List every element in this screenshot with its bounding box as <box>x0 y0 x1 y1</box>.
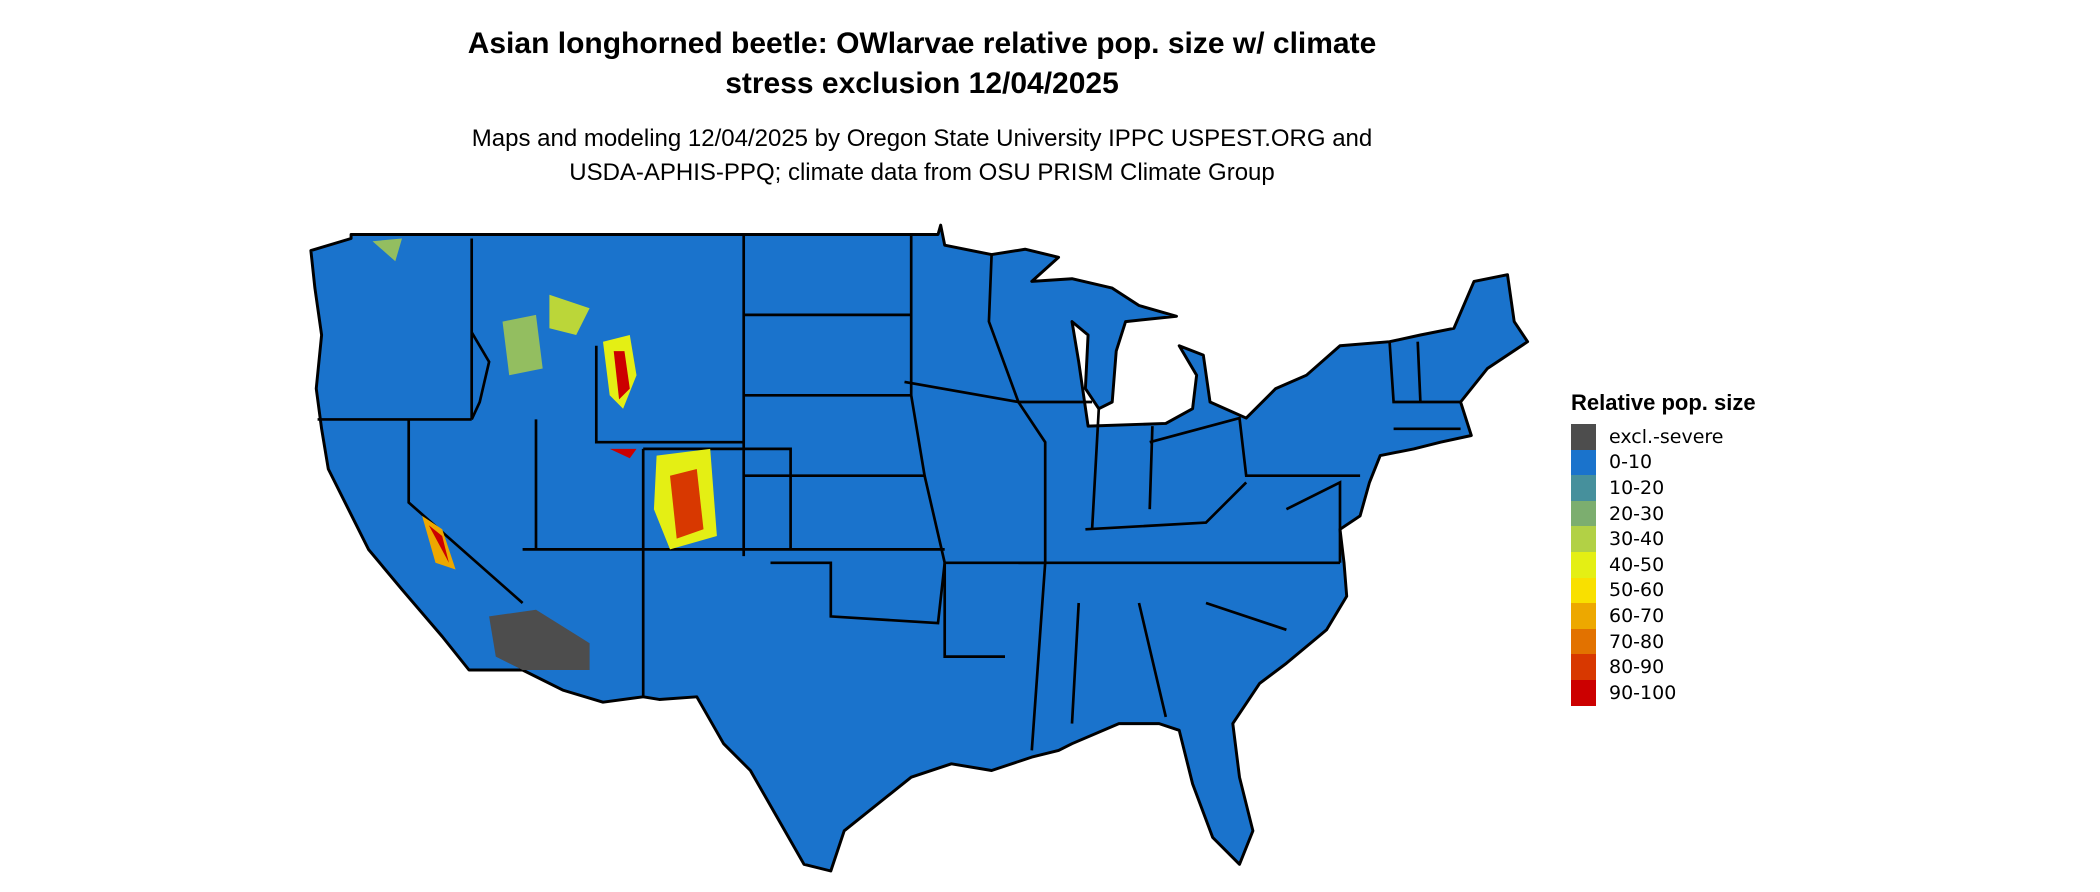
legend-item: 10-20 <box>1571 475 1756 501</box>
subtitle-line-1: Maps and modeling 12/04/2025 by Oregon S… <box>471 125 1373 152</box>
legend-swatch <box>1571 526 1596 552</box>
legend-label: 0-10 <box>1609 451 1653 474</box>
legend-item: 60-70 <box>1571 603 1756 629</box>
legend: Relative pop. size excl.-severe 0-10 10-20… <box>1571 390 1756 706</box>
legend-items: excl.-severe 0-10 10-20 20-30 30-40 40-50 50-6… <box>1571 424 1756 706</box>
legend-label: 80-90 <box>1609 656 1665 679</box>
legend-swatch <box>1571 551 1596 578</box>
legend-swatch <box>1571 500 1596 527</box>
subtitle-line-2: USDA-APHIS-PPQ; climate data from OSU PR… <box>569 159 1275 186</box>
legend-swatch <box>1571 577 1596 604</box>
legend-item: excl.-severe <box>1571 424 1756 450</box>
legend-item: 40-50 <box>1571 551 1756 578</box>
legend-label: 70-80 <box>1609 630 1665 653</box>
legend-item: 80-90 <box>1571 654 1756 680</box>
excluded-severe-areas <box>489 609 590 670</box>
legend-item: 30-40 <box>1571 526 1756 552</box>
legend-swatch <box>1571 424 1596 450</box>
high-population-hotspots <box>372 238 717 570</box>
legend-item: 20-30 <box>1571 500 1756 527</box>
legend-item: 50-60 <box>1571 577 1756 604</box>
legend-label: 90-100 <box>1609 681 1677 704</box>
legend-swatch <box>1571 603 1596 629</box>
title-line-1: Asian longhorned beetle: OWlarvae relati… <box>467 27 1377 60</box>
legend-swatch <box>1571 654 1596 680</box>
legend-label: excl.-severe <box>1609 425 1724 448</box>
legend-item: 0-10 <box>1571 449 1756 476</box>
legend-swatch <box>1571 475 1596 501</box>
title-line-2: stress exclusion 12/04/2025 <box>725 67 1119 100</box>
map-subtitle: Maps and modeling 12/04/2025 by Oregon S… <box>370 122 1474 190</box>
state-borders <box>317 234 1461 751</box>
legend-label: 10-20 <box>1609 476 1665 499</box>
legend-label: 60-70 <box>1609 604 1665 627</box>
map-title: Asian longhorned beetle: OWlarvae relati… <box>370 24 1474 104</box>
legend-swatch <box>1571 449 1596 476</box>
legend-label: 20-30 <box>1609 502 1665 525</box>
legend-swatch <box>1571 628 1596 655</box>
legend-label: 40-50 <box>1609 553 1665 576</box>
legend-item: 70-80 <box>1571 628 1756 655</box>
legend-swatch <box>1571 679 1596 706</box>
legend-title: Relative pop. size <box>1571 390 1756 415</box>
legend-item: 90-100 <box>1571 679 1756 706</box>
legend-label: 50-60 <box>1609 579 1665 602</box>
legend-label: 30-40 <box>1609 528 1665 551</box>
